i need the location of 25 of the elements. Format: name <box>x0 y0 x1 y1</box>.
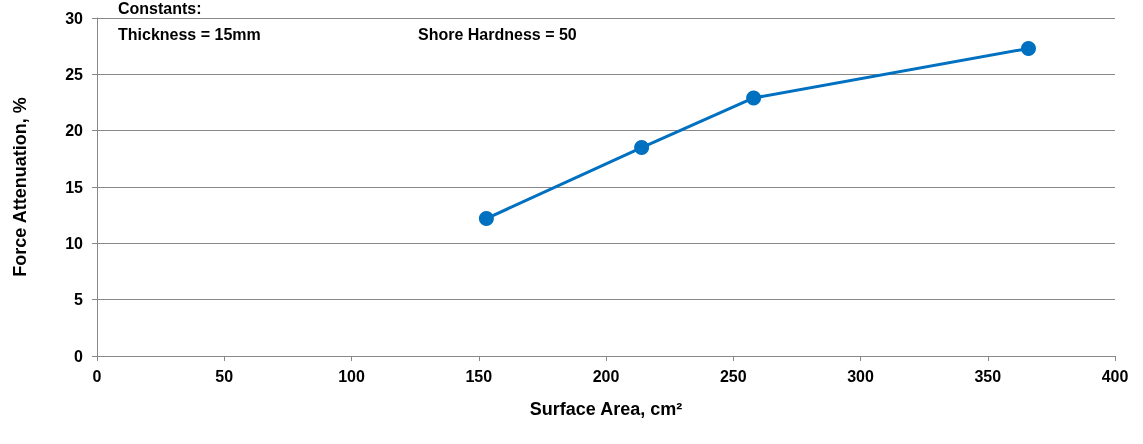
x-axis-title: Surface Area, cm² <box>529 399 683 419</box>
point <box>634 140 650 156</box>
y-tick-label: 5 <box>74 291 84 309</box>
x-tick-label: 100 <box>338 367 365 385</box>
x-tick-label: 150 <box>465 367 493 385</box>
annotation: Shore Hardness = 50 <box>418 25 577 43</box>
x-tick-label: 250 <box>719 367 747 385</box>
x-tick-label: 350 <box>974 367 1002 385</box>
x-tick-label: 0 <box>92 367 102 385</box>
y-tick-label: 0 <box>74 347 84 365</box>
text: Constants: <box>118 0 202 17</box>
x-tick-label: 200 <box>592 367 620 385</box>
y-tick-label: 20 <box>65 122 84 140</box>
point <box>1020 40 1036 56</box>
y-tick-label: 10 <box>65 234 84 252</box>
y-tick-label: 30 <box>65 9 84 27</box>
point <box>478 211 494 227</box>
y-tick-label: 15 <box>65 178 84 196</box>
annotation: Thickness = 15mm <box>118 25 261 43</box>
x-tick-label: 50 <box>215 367 234 385</box>
y-tick-label: 25 <box>65 65 84 83</box>
y-axis-title: Force Attenuation, % <box>10 97 30 277</box>
point <box>746 90 762 106</box>
x-tick-label: 300 <box>847 367 874 385</box>
x-tick-label: 400 <box>1101 367 1129 385</box>
